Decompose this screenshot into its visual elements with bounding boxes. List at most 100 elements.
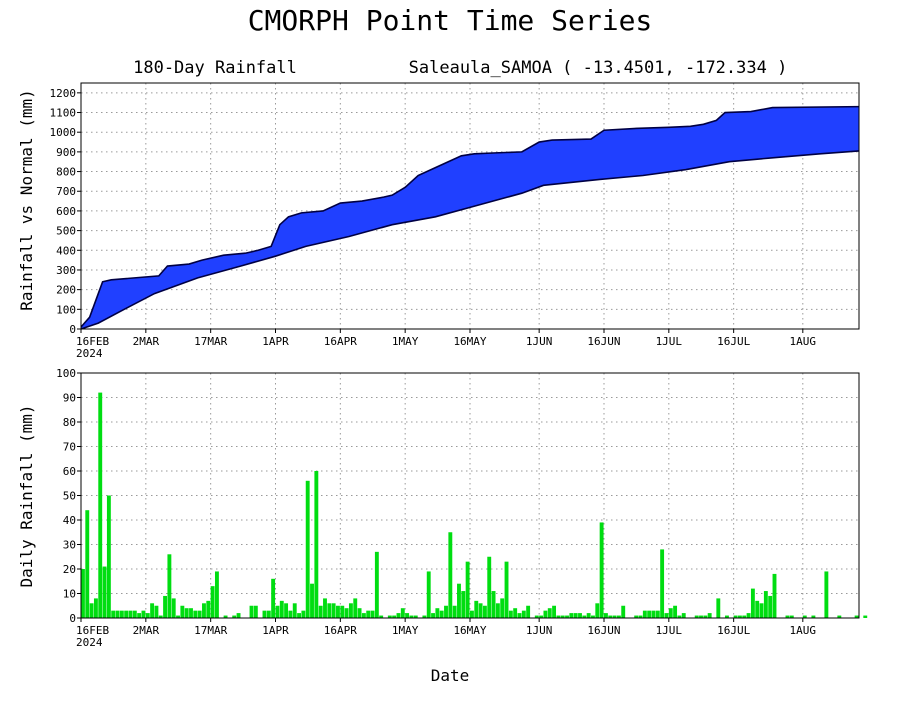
daily-rainfall-bar-7 [111,610,116,618]
daily-rainfall-bar-12 [132,610,137,618]
daily-rainfall-bar-2 [89,603,94,618]
daily-rainfall-bar-122 [608,615,613,618]
chart-subtitle-right: Saleaula_SAMOA ( -13.4501, -172.334 ) [409,58,788,78]
daily-rainfall-bar-63 [353,598,358,618]
daily-rainfall-bar-66 [366,610,371,618]
daily-rainfall-bar-17 [154,605,159,618]
panel1-y-tick-label-12: 1200 [50,87,77,100]
daily-rainfall-bar-153 [742,615,747,618]
daily-rainfall-bar-105 [534,615,539,618]
panel1-x-tick-label-9: 1JUL [656,335,683,348]
daily-rainfall-bar-139 [681,613,686,618]
panel2-x-tick-label-8: 16JUN [587,624,620,637]
daily-rainfall-bar-159 [768,595,773,618]
daily-rainfall-panel: 0 10 20 30 40 50 60 70 80 90 100 16FEB 2MAR 17MAR 1APR… [56,367,868,649]
daily-rainfall-bar-47 [284,603,289,618]
chart-title: CMORPH Point Time Series [248,4,653,37]
daily-rainfall-bar-30 [210,586,215,618]
chart-subtitle-left: 180-Day Rainfall [133,58,297,78]
panel1-y-tick-label-9: 900 [56,146,76,159]
daily-rainfall-bar-83 [439,610,444,618]
daily-rainfall-bar-81 [431,613,435,618]
daily-rainfall-bar-60 [340,605,345,618]
daily-rainfall-bar-137 [673,605,678,618]
panel2-y-tick-label-2: 20 [63,563,76,576]
daily-rainfall-bar-68 [374,551,379,618]
panel1-x-tick-label-1: 2MAR [133,335,160,348]
actual-rainfall-line [80,105,860,328]
daily-rainfall-bar-27 [197,610,202,618]
panel1-x-tick-label-2: 17MAR [194,335,227,348]
daily-rainfall-bar-128 [634,615,639,618]
daily-rainfall-bar-133 [655,610,660,618]
daily-rainfall-bar-102 [521,610,526,618]
daily-rainfall-bar-142 [694,615,699,618]
panel1-y-tick-label-11: 1100 [50,107,77,120]
daily-rainfall-bar-172 [824,571,829,618]
daily-rainfall-bar-54 [314,471,319,618]
panel1-x-tick-label-6: 16MAY [453,335,486,348]
daily-rainfall-bar-152 [737,615,742,618]
daily-rainfall-bar-3 [93,598,98,618]
panel2-x-tick-label-10: 16JUL [717,624,750,637]
daily-rainfall-bar-39 [249,605,254,618]
daily-rainfall-bar-158 [763,591,768,618]
panel2-y-tick-label-9: 90 [63,392,76,405]
x-axis-label: Date [431,666,470,685]
daily-rainfall-bar-125 [621,605,626,618]
daily-rainfall-bar-33 [223,615,228,618]
daily-rainfall-bar-44 [271,578,276,618]
daily-rainfall-bar-123 [612,615,617,618]
daily-rainfall-bar-5 [102,566,107,618]
panel1-y-tick-label-6: 600 [56,205,76,218]
daily-rainfall-bar-10 [124,610,129,618]
panel1-y-tick-label-1: 100 [56,303,76,316]
panel2-y-tick-label-4: 40 [63,514,76,527]
daily-rainfall-bar-24 [184,608,189,618]
daily-rainfall-bar-100 [513,608,518,618]
daily-rainfall-bar-157 [759,603,764,618]
daily-rainfall-bar-143 [699,615,703,618]
panel2-x-tick-label-5: 1MAY [392,624,419,637]
daily-rainfall-bar-64 [357,608,362,618]
cumulative-rainfall-panel: 0 100 200 300 400 500 600 700 800 900 1000 1100 1200… [50,82,860,360]
panel1-x-tick-label-11: 1AUG [790,335,817,348]
daily-rainfall-bar-155 [750,588,755,618]
daily-rainfall-bar-67 [370,610,375,618]
panel1-x-tick-label-5: 1MAY [392,335,419,348]
panel2-y-tick-label-8: 80 [63,416,76,429]
daily-rainfall-bar-53 [310,583,314,618]
daily-rainfall-bar-93 [482,605,487,618]
daily-rainfall-bar-109 [552,605,557,618]
daily-rainfall-bar-18 [158,615,163,618]
daily-rainfall-bar-117 [586,613,591,618]
daily-rainfall-bar-118 [591,615,595,618]
daily-rainfall-bar-35 [232,615,237,618]
daily-rainfall-bar-25 [189,608,193,618]
daily-rainfall-bar-132 [651,610,656,618]
daily-rainfall-bar-15 [145,613,150,618]
daily-rainfall-bar-76 [409,615,414,618]
daily-rainfall-bar-106 [539,615,544,618]
daily-rainfall-bar-131 [647,610,652,618]
daily-rainfall-bar-175 [837,615,842,618]
daily-rainfall-bar-40 [253,605,258,618]
daily-rainfall-bar-16 [150,603,155,618]
daily-rainfall-bar-42 [262,610,267,618]
daily-rainfall-bar-149 [725,615,729,618]
daily-rainfall-bar-87 [457,583,461,618]
daily-rainfall-bar-120 [599,522,604,618]
daily-rainfall-bar-103 [526,605,531,618]
daily-rainfall-bar-107 [543,610,548,618]
daily-rainfall-bar-135 [664,613,669,618]
daily-rainfall-bar-19 [163,595,168,618]
daily-rainfall-bar-124 [616,615,621,618]
daily-rainfall-bar-113 [569,613,574,618]
panel1-x-tick-label-8: 16JUN [587,335,620,348]
panel2-x-tick-label-6: 16MAY [453,624,486,637]
daily-rainfall-bar-57 [327,603,332,618]
daily-rainfall-bar-43 [266,610,271,618]
daily-rainfall-bar-80 [426,571,431,618]
